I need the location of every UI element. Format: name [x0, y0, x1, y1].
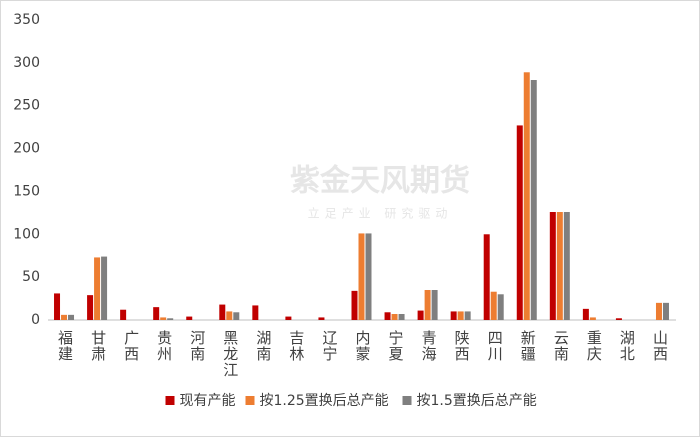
bar: [285, 316, 292, 320]
y-tick-label: 50: [22, 269, 40, 285]
bar: [219, 304, 226, 320]
y-tick-label: 100: [13, 226, 40, 242]
legend-swatch: [245, 396, 255, 405]
bar: [101, 256, 108, 320]
bar: [483, 234, 490, 320]
bar: [94, 257, 101, 320]
legend-swatch: [402, 396, 412, 405]
x-tick-label: 广西: [122, 330, 140, 362]
x-tick-label: 四川: [486, 330, 504, 362]
bar: [68, 314, 75, 320]
bar: [351, 290, 358, 320]
x-tick-label: 河南: [188, 330, 206, 362]
y-tick-label: 250: [13, 98, 40, 114]
x-tick-label: 福建: [56, 330, 74, 362]
bar: [384, 312, 391, 320]
bar: [226, 311, 233, 320]
x-tick-label: 黑龙江: [221, 330, 239, 378]
bar: [464, 311, 471, 320]
bar: [233, 312, 240, 320]
x-tick-label: 湖南: [254, 330, 272, 362]
bar: [497, 294, 504, 320]
legend-label: 按1.5置换后总产能: [417, 392, 537, 409]
bar: [662, 302, 669, 320]
y-tick-label: 300: [13, 55, 40, 71]
bar: [589, 317, 596, 320]
bar: [549, 212, 556, 320]
bar: [615, 318, 622, 320]
bar: [516, 125, 523, 320]
x-tick-label: 甘肃: [89, 330, 107, 362]
bar: [120, 309, 127, 320]
bar: [556, 212, 563, 320]
bar: [490, 291, 497, 320]
bar: [358, 233, 365, 320]
bar: [457, 311, 464, 320]
x-tick-label: 山西: [651, 330, 669, 362]
x-tick-label: 新疆: [519, 330, 537, 362]
bar: [365, 233, 372, 320]
bar: [160, 317, 167, 320]
bar: [87, 295, 94, 320]
y-tick-label: 200: [13, 141, 40, 157]
bar: [530, 80, 537, 320]
x-tick-label: 湖北: [618, 330, 636, 362]
x-tick-label: 青海: [420, 330, 438, 362]
bar: [54, 293, 61, 320]
bar: [398, 314, 405, 320]
bar: [417, 310, 424, 320]
x-tick-label: 宁夏: [387, 330, 405, 362]
watermark-brand: 紫金天风期货: [290, 164, 470, 199]
x-tick-label: 贵州: [155, 330, 173, 362]
x-tick-label: 吉林: [287, 330, 305, 362]
legend-label: 现有产能: [180, 393, 236, 409]
y-tick-label: 150: [13, 183, 40, 199]
bar: [252, 305, 259, 320]
bar: [523, 72, 530, 321]
bar: [582, 308, 589, 320]
bar: [186, 316, 193, 320]
bar: [167, 318, 174, 320]
bar: [318, 317, 325, 320]
x-tick-label: 辽宁: [320, 330, 338, 362]
bar: [563, 212, 570, 320]
y-tick-label: 0: [31, 312, 40, 328]
bar: [424, 290, 431, 320]
bar: [450, 311, 457, 320]
bar: [153, 307, 160, 320]
y-tick-label: 350: [13, 12, 40, 28]
bar: [431, 290, 438, 320]
legend-swatch: [165, 396, 175, 405]
bar: [61, 314, 68, 320]
bar: [655, 302, 662, 320]
bar: [391, 314, 398, 320]
watermark-slogan: 立足产业 研究驱动: [308, 206, 453, 221]
x-tick-label: 重庆: [585, 330, 603, 362]
x-tick-label: 云南: [552, 330, 570, 362]
x-tick-label: 陕西: [453, 330, 471, 362]
legend-label: 按1.25置换后总产能: [260, 392, 389, 409]
x-tick-label: 内蒙: [354, 330, 372, 362]
